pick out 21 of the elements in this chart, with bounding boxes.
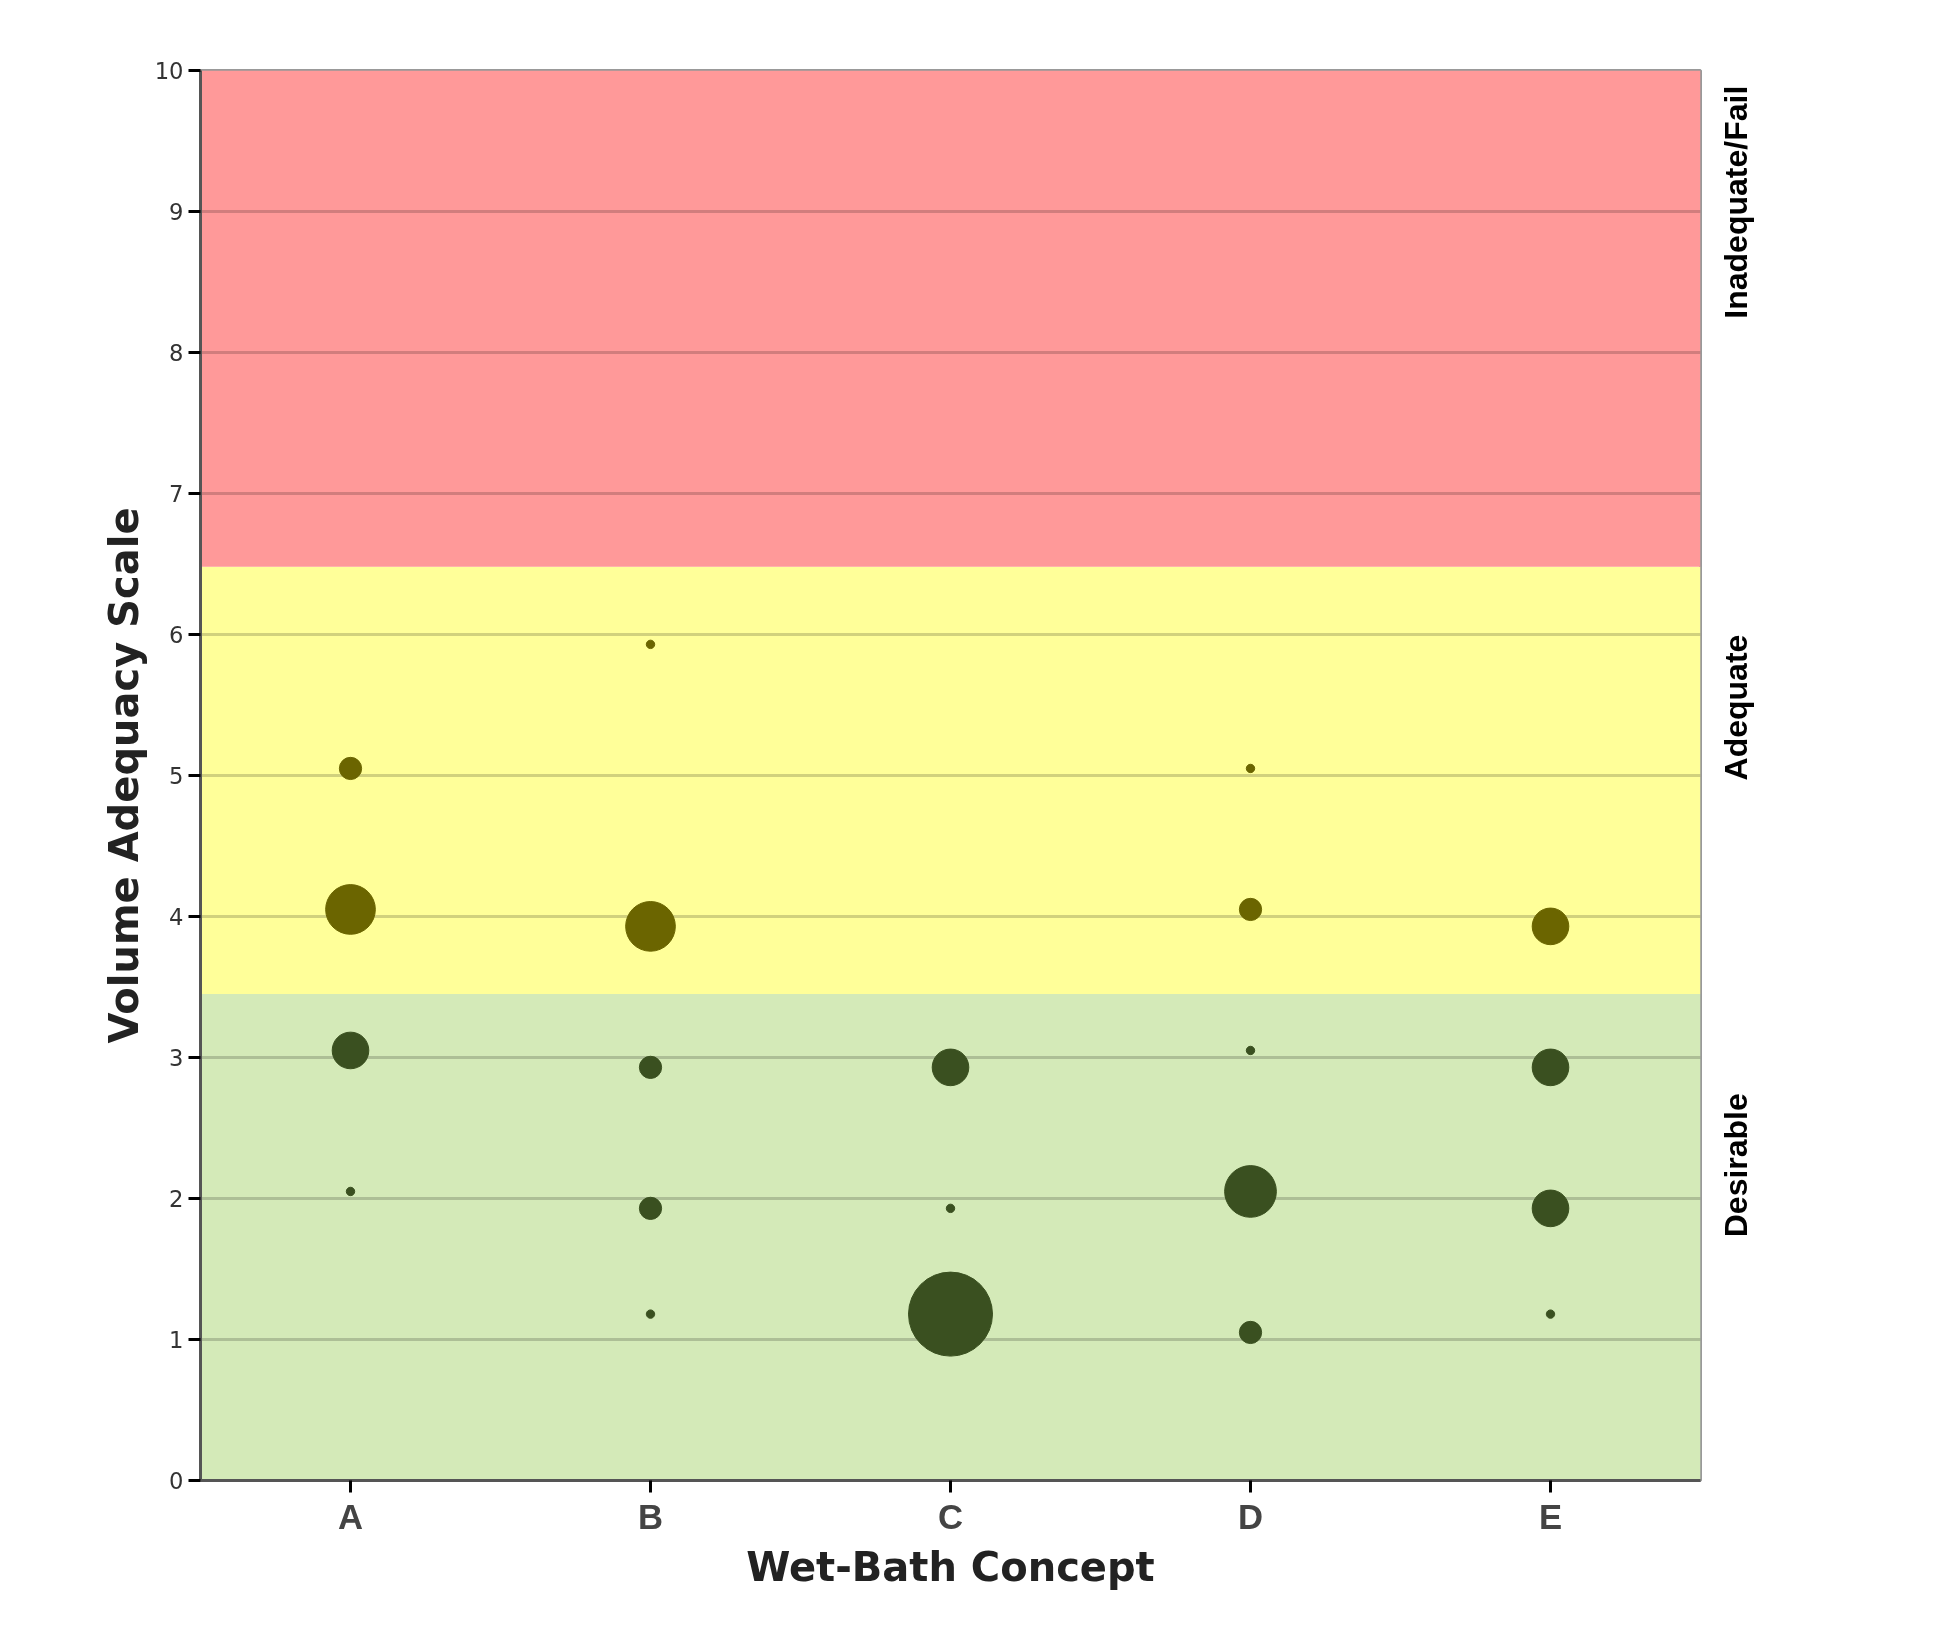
y-tick-label: 1 <box>169 1327 184 1353</box>
y-tick-label: 8 <box>169 340 184 366</box>
y-tick-label: 3 <box>169 1045 184 1071</box>
band-label: Desirable <box>1718 1093 1755 1238</box>
y-tick-label: 4 <box>169 904 184 930</box>
y-tick-label: 5 <box>169 763 184 789</box>
y-axis-title: Volume Adequacy Scale <box>100 507 147 1044</box>
x-tick-label: E <box>1538 1497 1563 1536</box>
x-tick-label: D <box>1237 1497 1264 1536</box>
y-tick-label: 6 <box>169 622 184 648</box>
y-tick-label: 0 <box>169 1468 184 1494</box>
x-tick-label: C <box>937 1497 964 1536</box>
x-axis-title: Wet-Bath Concept <box>746 1543 1155 1590</box>
y-tick-label: 7 <box>169 481 184 507</box>
band-label: Inadequate/Fail <box>1718 85 1755 319</box>
x-tick-label: B <box>637 1497 664 1536</box>
band-label: Adequate <box>1718 634 1755 781</box>
y-tick-label: 2 <box>169 1186 184 1212</box>
y-tick-label: 10 <box>154 58 184 84</box>
y-tick-label: 9 <box>169 199 184 225</box>
x-tick-label: A <box>337 1497 364 1536</box>
